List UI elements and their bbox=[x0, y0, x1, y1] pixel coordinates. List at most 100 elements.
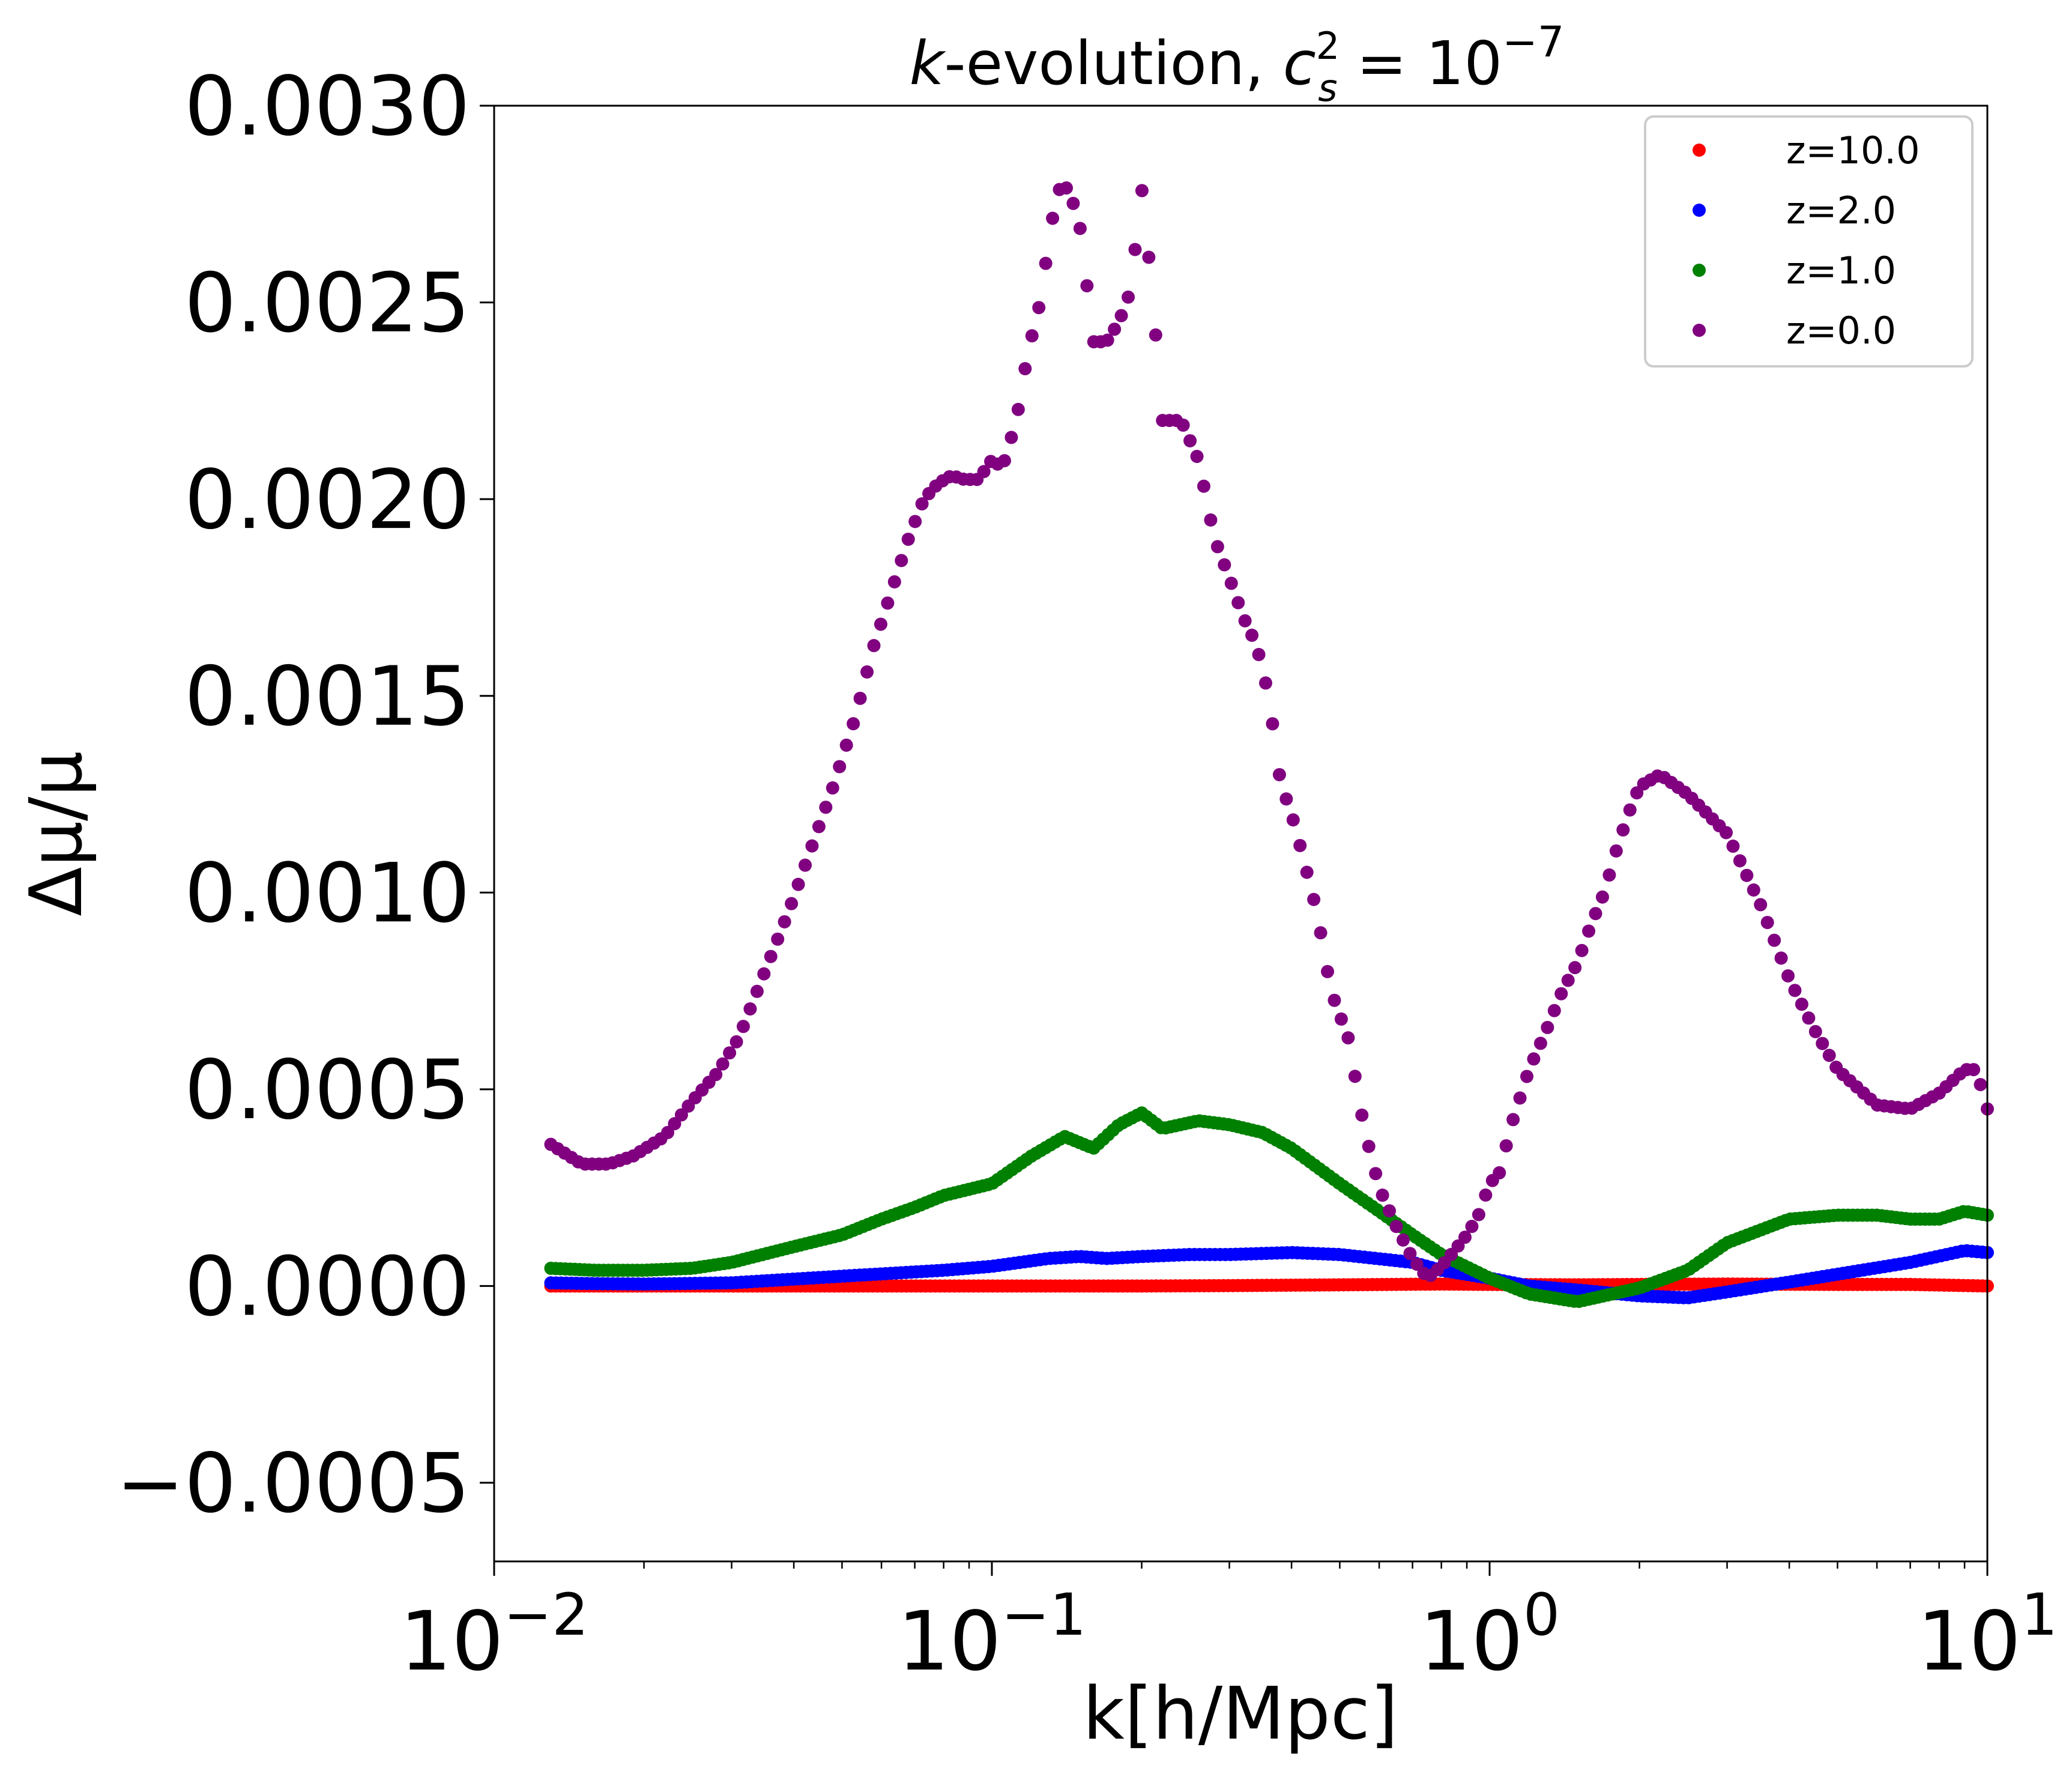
data-point bbox=[1465, 1220, 1479, 1234]
y-tick-label: 0.0025 bbox=[184, 256, 470, 351]
data-point bbox=[1032, 301, 1046, 315]
x-tick-exponent: −1 bbox=[1001, 1581, 1087, 1648]
data-point bbox=[1740, 868, 1754, 882]
data-point bbox=[1300, 865, 1314, 879]
data-point bbox=[723, 1046, 737, 1060]
legend-marker bbox=[1693, 324, 1706, 337]
legend-label: z=2.0 bbox=[1786, 189, 1896, 232]
data-point bbox=[1327, 993, 1341, 1007]
data-point bbox=[1218, 558, 1231, 572]
legend-marker bbox=[1693, 144, 1706, 157]
data-point bbox=[1011, 402, 1025, 416]
data-point bbox=[1190, 449, 1204, 463]
y-tick-label: 0.0015 bbox=[184, 650, 470, 745]
data-point bbox=[819, 801, 833, 814]
chart-title-eq: = 10 bbox=[1338, 28, 1503, 98]
y-tick-label: 0.0030 bbox=[184, 59, 470, 154]
data-point bbox=[785, 897, 799, 910]
x-tick-base: 10 bbox=[400, 1594, 504, 1689]
data-point bbox=[867, 639, 881, 653]
data-point bbox=[1383, 1204, 1397, 1218]
data-point bbox=[1822, 1049, 1836, 1062]
data-point bbox=[1616, 823, 1630, 837]
data-point bbox=[1726, 840, 1740, 853]
data-point bbox=[1334, 1012, 1348, 1026]
data-point bbox=[799, 858, 812, 872]
axis-ticks: −0.0005 0.0000 0.0005 0.0010 0.0015 0.0020 0.0… bbox=[116, 59, 2058, 1689]
data-point bbox=[1321, 964, 1335, 978]
legend-marker bbox=[1693, 204, 1706, 217]
data-point bbox=[750, 984, 764, 998]
data-point bbox=[1788, 984, 1802, 998]
data-point bbox=[1135, 184, 1149, 198]
data-point bbox=[1245, 628, 1259, 642]
data-point bbox=[1582, 924, 1596, 938]
data-point bbox=[1816, 1037, 1829, 1050]
legend-label: z=0.0 bbox=[1786, 309, 1896, 353]
data-point bbox=[736, 1020, 750, 1034]
chart-title-c: c bbox=[1283, 28, 1316, 98]
data-point bbox=[881, 596, 895, 610]
x-tick-label: 10−2 bbox=[400, 1581, 589, 1689]
data-point bbox=[1066, 196, 1080, 210]
data-point bbox=[1747, 883, 1760, 897]
data-point bbox=[895, 554, 908, 568]
data-point bbox=[1795, 998, 1808, 1011]
data-point bbox=[1122, 290, 1135, 304]
data-point bbox=[1595, 890, 1609, 904]
data-point bbox=[1073, 222, 1087, 235]
data-point bbox=[1238, 614, 1252, 628]
series-z=0.0 bbox=[544, 181, 1994, 1282]
legend-label: z=10.0 bbox=[1786, 129, 1920, 172]
data-point bbox=[1376, 1188, 1389, 1202]
data-point bbox=[1362, 1139, 1376, 1153]
data-point bbox=[1272, 767, 1286, 781]
data-point bbox=[1609, 844, 1623, 858]
data-point bbox=[901, 532, 915, 546]
data-point bbox=[826, 781, 839, 795]
x-tick-label: 100 bbox=[1419, 1581, 1560, 1689]
data-point bbox=[743, 1002, 757, 1016]
data-point bbox=[1204, 513, 1218, 527]
data-point bbox=[1389, 1220, 1403, 1234]
chart-title-exp: −7 bbox=[1502, 17, 1564, 67]
data-point bbox=[1719, 826, 1733, 840]
x-tick-label: 101 bbox=[1917, 1581, 2058, 1689]
data-point bbox=[778, 915, 791, 928]
x-tick-exponent: 1 bbox=[2021, 1581, 2058, 1648]
x-axis-label: k[h/Mpc] bbox=[1083, 1673, 1398, 1756]
data-point bbox=[1768, 933, 1781, 947]
data-point bbox=[839, 738, 853, 752]
data-point bbox=[1176, 418, 1190, 432]
data-point bbox=[1630, 786, 1644, 800]
data-point bbox=[1547, 1004, 1561, 1017]
data-point bbox=[1403, 1247, 1417, 1261]
x-tick-base: 10 bbox=[1917, 1594, 2021, 1689]
data-point bbox=[1520, 1070, 1534, 1083]
x-tick-exponent: −2 bbox=[504, 1581, 589, 1648]
data-point bbox=[1533, 1037, 1547, 1050]
data-point bbox=[764, 949, 778, 963]
data-point bbox=[833, 760, 847, 774]
data-point bbox=[874, 617, 887, 631]
data-point bbox=[1602, 868, 1616, 882]
data-point bbox=[1561, 973, 1575, 987]
chart-title-sup: 2 bbox=[1316, 24, 1340, 68]
legend-frame bbox=[1644, 115, 1974, 368]
data-point bbox=[1080, 279, 1094, 292]
data-point bbox=[1101, 333, 1114, 347]
data-point bbox=[997, 454, 1011, 468]
data-point bbox=[1774, 951, 1788, 965]
chart-title-rest: -evolution, bbox=[944, 28, 1283, 98]
data-point bbox=[1279, 792, 1293, 806]
data-point bbox=[915, 497, 929, 511]
data-point bbox=[757, 967, 771, 981]
data-point bbox=[1259, 676, 1273, 690]
data-point bbox=[771, 932, 785, 946]
data-point bbox=[1575, 943, 1589, 957]
data-point bbox=[853, 691, 867, 705]
data-point bbox=[1046, 211, 1060, 225]
data-point bbox=[887, 575, 901, 589]
y-tick-label: 0.0010 bbox=[184, 846, 470, 941]
